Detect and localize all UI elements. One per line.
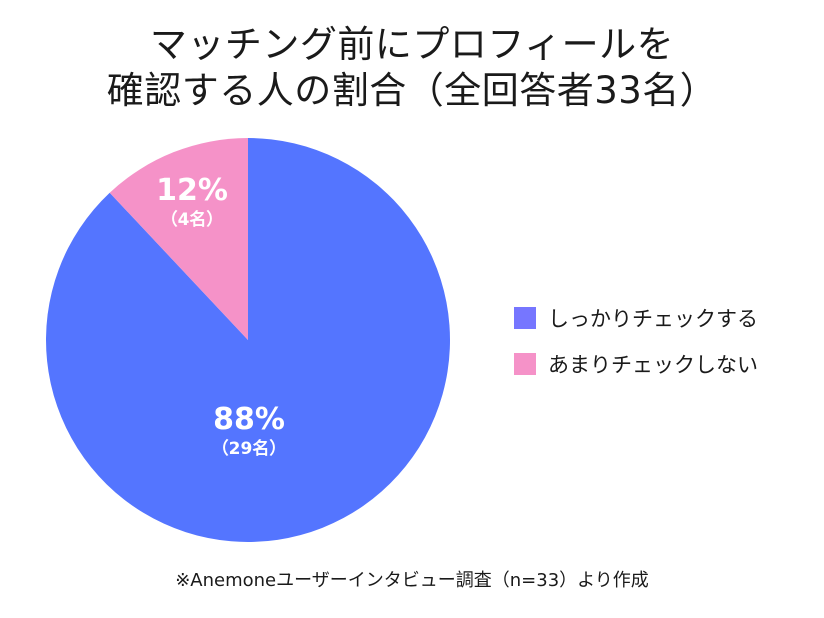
- legend-item-check-carefully: しっかりチェックする: [514, 303, 758, 333]
- pie-slice-check-carefully: [46, 138, 451, 542]
- slice-label-check-carefully: 88% （29名）: [212, 403, 287, 461]
- slice-percent: 88%: [213, 402, 285, 437]
- chart-title: マッチング前にプロフィールを 確認する人の割合（全回答者33名）: [0, 22, 824, 114]
- slice-label-rarely-check: 12% （4名）: [156, 174, 228, 232]
- legend-item-rarely-check: あまりチェックしない: [514, 349, 758, 379]
- chart-title-line1: マッチング前にプロフィールを: [149, 23, 675, 66]
- slice-count: （4名）: [160, 210, 224, 230]
- slice-percent: 12%: [156, 173, 228, 208]
- source-note: ※Anemoneユーザーインタビュー調査（n=33）より作成: [175, 570, 649, 591]
- legend-label: あまりチェックしない: [548, 353, 758, 377]
- legend-swatch-blue: [514, 307, 536, 329]
- chart-title-line2: 確認する人の割合（全回答者33名）: [106, 69, 718, 112]
- legend-label: しっかりチェックする: [548, 307, 758, 331]
- legend-swatch-pink: [514, 353, 536, 375]
- pie-slice-rarely-check: [109, 138, 248, 340]
- legend: しっかりチェックする あまりチェックしない: [514, 303, 758, 395]
- slice-count: （29名）: [211, 439, 287, 459]
